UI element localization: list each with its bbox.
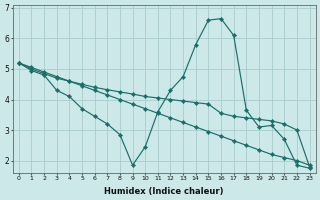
- X-axis label: Humidex (Indice chaleur): Humidex (Indice chaleur): [104, 187, 224, 196]
